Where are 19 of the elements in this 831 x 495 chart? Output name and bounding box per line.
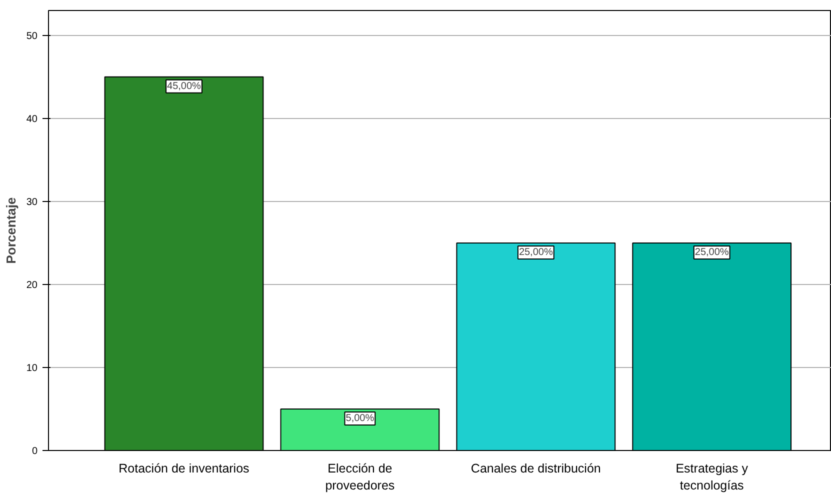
bar <box>280 408 440 450</box>
y-tick-label: 0 <box>32 446 38 457</box>
y-tick-label: 20 <box>26 280 38 291</box>
data-label: 45,00% <box>167 80 202 92</box>
x-tick-label: Elección de proveedores <box>325 462 395 492</box>
y-tick-label: 30 <box>26 196 38 208</box>
bar <box>456 242 616 450</box>
data-label: 25,00% <box>694 246 729 258</box>
data-label: 5,00% <box>346 412 374 424</box>
data-label: 25,00% <box>518 246 553 258</box>
y-tick-label: 40 <box>26 114 38 125</box>
y-tick-label: 10 <box>26 362 38 374</box>
bar <box>632 242 792 450</box>
x-tick-label: Estrategias y tecnologías <box>676 462 749 492</box>
x-tick-label: Rotación de inventarios <box>118 462 250 476</box>
x-tick-label: Canales de distribución <box>470 462 601 476</box>
y-tick-label: 50 <box>26 30 38 42</box>
y-axis-title: Porcentaje <box>3 197 18 264</box>
bar <box>104 76 264 450</box>
